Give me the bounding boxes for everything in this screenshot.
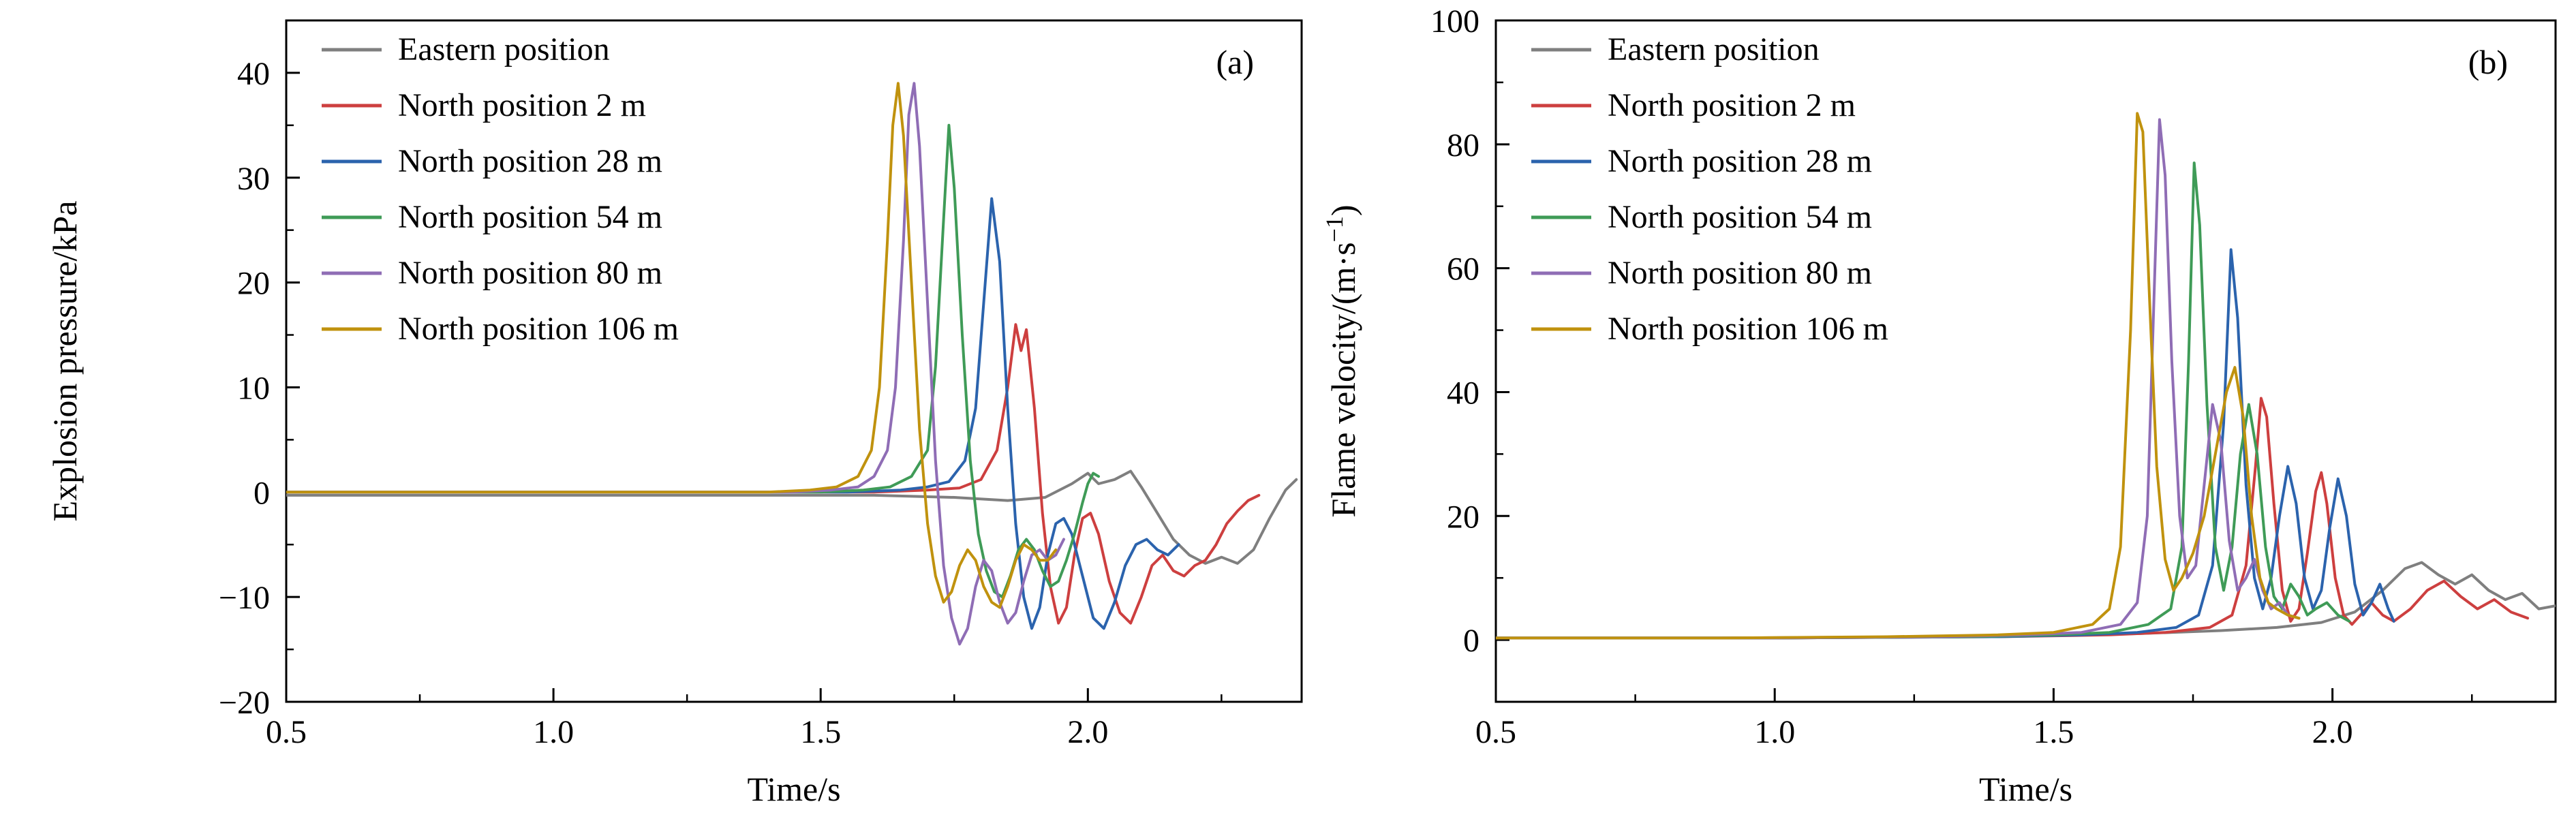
chart-panel-b: 0.5 1.0 1.5 2.0 0 20 40 60 80 100 Time/s Flame velo…	[1321, 3, 2557, 808]
y-axis-label: Explosion pressure/kPa	[46, 201, 84, 522]
y-tick-label: −20	[219, 685, 270, 721]
series-line-eastern-position	[1496, 561, 2556, 640]
axes-frame	[285, 19, 1303, 703]
legend-label: North position 2 m	[398, 87, 646, 123]
y-tick-label: 20	[1447, 499, 1479, 535]
chart-panel-a: 0.5 1.0 1.5 2.0 −20 −10 0 10 20 30 40 Time/s Explosi…	[46, 19, 1303, 808]
y-axis-label: Flame velocity/(m·s−1)	[1321, 204, 1362, 517]
legend-label: North position 80 m	[1608, 255, 1872, 291]
legend-label: Eastern position	[398, 31, 610, 67]
x-axis-label: Time/s	[747, 770, 840, 808]
y-tick-label: 40	[1447, 375, 1479, 411]
legend-item-eastern-position: Eastern position	[322, 31, 610, 67]
legend-item-north-position-80-m: North position 80 m	[322, 255, 662, 291]
legend-item-north-position-28-m: North position 28 m	[1531, 143, 1872, 179]
series-line-eastern-position	[286, 469, 1298, 565]
y-tick-label: 60	[1447, 251, 1479, 288]
legend-label: North position 106 m	[1608, 311, 1888, 347]
legend-item-north-position-2-m: North position 2 m	[322, 87, 646, 123]
legend-item-north-position-54-m: North position 54 m	[322, 199, 662, 235]
legend-item-eastern-position: Eastern position	[1531, 31, 1820, 67]
y-tick-label: 30	[237, 161, 270, 197]
legend-item-north-position-80-m: North position 80 m	[1531, 255, 1872, 291]
y-tick-label: 10	[237, 370, 270, 406]
x-tick-label: 0.5	[266, 714, 307, 750]
series-line-north-position-2-m	[286, 323, 1261, 625]
x-tick-label: 1.5	[800, 714, 841, 750]
axes-frame	[1494, 19, 2557, 703]
series-line-north-position-54-m	[286, 123, 1100, 599]
y-tick-label: 80	[1447, 127, 1479, 164]
x-tick-label: 2.0	[1067, 714, 1108, 750]
panel-label: (a)	[1216, 43, 1255, 81]
series-line-north-position-28-m	[286, 197, 1180, 630]
y-tick-label: 20	[237, 266, 270, 302]
legend-label: North position 28 m	[1608, 143, 1872, 179]
legend-item-north-position-106-m: North position 106 m	[322, 311, 679, 347]
y-tick-label: 0	[1463, 623, 1479, 659]
y-tick-label: −10	[219, 580, 270, 616]
series-line-north-position-80-m	[286, 82, 1065, 646]
y-tick-label: 0	[254, 475, 270, 511]
legend-item-north-position-2-m: North position 2 m	[1531, 87, 1856, 123]
legend-label: Eastern position	[1608, 31, 1820, 67]
legend-label: North position 28 m	[398, 143, 662, 179]
legend-item-north-position-54-m: North position 54 m	[1531, 199, 1872, 235]
y-tick-label: 100	[1430, 3, 1479, 40]
legend-item-north-position-28-m: North position 28 m	[322, 143, 662, 179]
x-tick-label: 1.0	[533, 714, 574, 750]
x-tick-label: 1.0	[1754, 714, 1795, 750]
legend-label: North position 54 m	[398, 199, 662, 235]
x-tick-label: 1.5	[2033, 714, 2074, 750]
legend-label: North position 80 m	[398, 255, 662, 291]
x-tick-label: 0.5	[1475, 714, 1516, 750]
x-axis-label: Time/s	[1979, 770, 2072, 808]
legend-item-north-position-106-m: North position 106 m	[1531, 311, 1888, 347]
series-line-north-position-2-m	[1496, 397, 2530, 640]
legend-label: North position 54 m	[1608, 199, 1872, 235]
series-line-north-position-28-m	[1496, 248, 2395, 640]
series-line-north-position-54-m	[1496, 161, 2351, 640]
x-tick-label: 2.0	[2312, 714, 2353, 750]
legend-label: North position 2 m	[1608, 87, 1856, 123]
series-line-north-position-106-m	[286, 82, 1058, 609]
y-tick-label: 40	[237, 56, 270, 92]
legend-label: North position 106 m	[398, 311, 679, 347]
panel-label: (b)	[2468, 43, 2508, 81]
series-line-north-position-106-m	[1496, 112, 2301, 640]
